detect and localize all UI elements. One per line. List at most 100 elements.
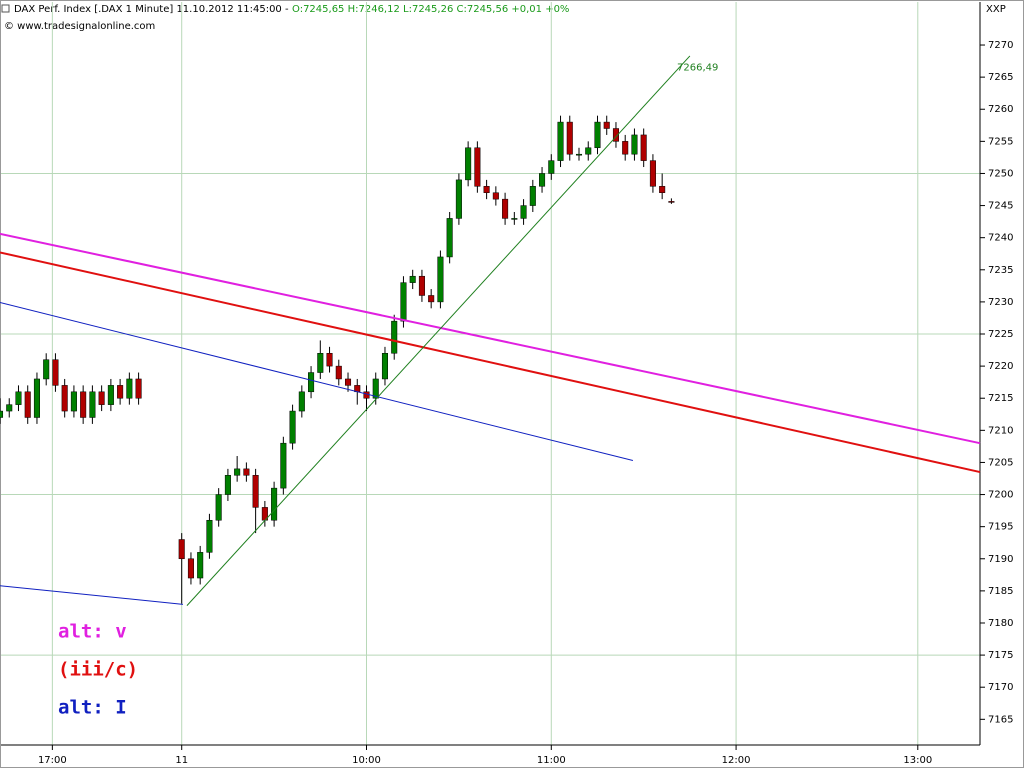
candle-body bbox=[243, 468, 250, 476]
candle-body bbox=[437, 256, 444, 303]
candle-body bbox=[6, 404, 13, 412]
candle-body bbox=[197, 552, 204, 579]
candle-body bbox=[135, 378, 142, 399]
price-label: 7266,49 bbox=[677, 63, 718, 74]
chart-title: DAX Perf. Index [.DAX 1 Minute] 11.10.20… bbox=[14, 4, 289, 15]
y-tick-label: 7250 bbox=[988, 168, 1013, 179]
candle-body bbox=[89, 391, 96, 418]
candle-body bbox=[400, 282, 407, 322]
candle-body bbox=[409, 275, 416, 283]
candle-body bbox=[61, 385, 68, 412]
candle-body bbox=[206, 519, 213, 553]
x-tick-label: 11 bbox=[175, 755, 188, 766]
candle-body bbox=[428, 295, 435, 303]
chart-icon bbox=[1, 4, 10, 13]
x-tick-label: 17:00 bbox=[38, 755, 67, 766]
y-tick-label: 7190 bbox=[988, 554, 1013, 565]
candle-body bbox=[483, 186, 490, 193]
candle-body bbox=[575, 153, 583, 156]
x-tick-label: 13:00 bbox=[903, 755, 932, 766]
wave-label: (iii/c) bbox=[58, 659, 138, 681]
candle-body bbox=[612, 128, 619, 142]
candle-body bbox=[0, 410, 4, 418]
wave-label: alt: v bbox=[58, 621, 127, 643]
trend-line bbox=[186, 55, 691, 606]
candle-body bbox=[548, 160, 555, 174]
candle-body bbox=[70, 391, 77, 412]
candle-body bbox=[107, 385, 114, 405]
candle-body bbox=[187, 558, 194, 579]
candle-body bbox=[566, 121, 573, 155]
candle-body bbox=[98, 391, 105, 405]
y-tick-label: 7245 bbox=[988, 201, 1013, 212]
candle-body bbox=[668, 201, 675, 203]
candle-body bbox=[326, 353, 333, 367]
y-tick-label: 7235 bbox=[988, 265, 1013, 276]
candle-body bbox=[80, 391, 87, 418]
candle-body bbox=[474, 147, 481, 187]
candle-body bbox=[585, 147, 592, 155]
candle-body bbox=[289, 410, 296, 444]
y-tick-label: 7265 bbox=[988, 72, 1013, 83]
candle-body bbox=[381, 353, 388, 380]
candle-body bbox=[418, 275, 425, 296]
y-tick-label: 7205 bbox=[988, 457, 1013, 468]
candle-body bbox=[520, 205, 527, 219]
y-tick-label: 7200 bbox=[988, 490, 1013, 501]
y-tick-label: 7255 bbox=[988, 136, 1013, 147]
y-tick-label: 7215 bbox=[988, 393, 1013, 404]
candle-body bbox=[659, 186, 666, 193]
x-tick-label: 10:00 bbox=[352, 755, 381, 766]
candle-body bbox=[455, 179, 462, 219]
candle-body bbox=[215, 494, 222, 521]
y-tick-label: 7210 bbox=[988, 425, 1013, 436]
y-tick-label: 7225 bbox=[988, 329, 1013, 340]
candle-body bbox=[33, 378, 40, 418]
candle-body bbox=[372, 378, 379, 399]
candle-body bbox=[298, 391, 305, 412]
x-tick-label: 11:00 bbox=[537, 755, 566, 766]
candle-body bbox=[344, 378, 352, 386]
candle-body bbox=[539, 173, 546, 187]
candle-body bbox=[335, 365, 342, 380]
candle-body bbox=[117, 385, 124, 399]
candle-body bbox=[24, 391, 31, 418]
y-tick-label: 7240 bbox=[988, 233, 1013, 244]
y-tick-label: 7165 bbox=[988, 714, 1013, 725]
candle-body bbox=[492, 192, 499, 200]
candle-body bbox=[178, 539, 185, 560]
candle-body bbox=[649, 160, 656, 187]
y-tick-label: 7175 bbox=[988, 650, 1013, 661]
y-tick-label: 7220 bbox=[988, 361, 1013, 372]
source: © www.tradesignalonline.com bbox=[4, 21, 155, 32]
candle-body bbox=[557, 121, 564, 161]
candle-body bbox=[446, 218, 453, 258]
candle-body bbox=[511, 218, 518, 220]
trend-line bbox=[0, 302, 634, 462]
candle-body bbox=[224, 475, 231, 495]
y-tick-label: 7195 bbox=[988, 522, 1013, 533]
candle-body bbox=[640, 134, 647, 161]
candle-body bbox=[465, 147, 472, 181]
x-tick-label: 12:00 bbox=[722, 755, 751, 766]
candle-body bbox=[234, 468, 241, 476]
y-tick-label: 7185 bbox=[988, 586, 1013, 597]
trend-line bbox=[0, 232, 981, 445]
candle-body bbox=[594, 121, 601, 149]
candle-body bbox=[502, 198, 509, 219]
trend-line bbox=[0, 585, 183, 605]
symbol: XXP bbox=[986, 4, 1006, 15]
candle-body bbox=[126, 378, 133, 399]
candle-body bbox=[280, 442, 287, 489]
candle-body bbox=[622, 141, 629, 155]
candle-body bbox=[43, 359, 50, 380]
candle-body bbox=[15, 391, 22, 405]
candle-body bbox=[317, 353, 324, 373]
candle-body bbox=[252, 475, 259, 508]
candle-body bbox=[271, 487, 278, 521]
candle-body bbox=[529, 186, 536, 206]
y-tick-label: 7230 bbox=[988, 297, 1013, 308]
y-tick-label: 7170 bbox=[988, 682, 1013, 693]
